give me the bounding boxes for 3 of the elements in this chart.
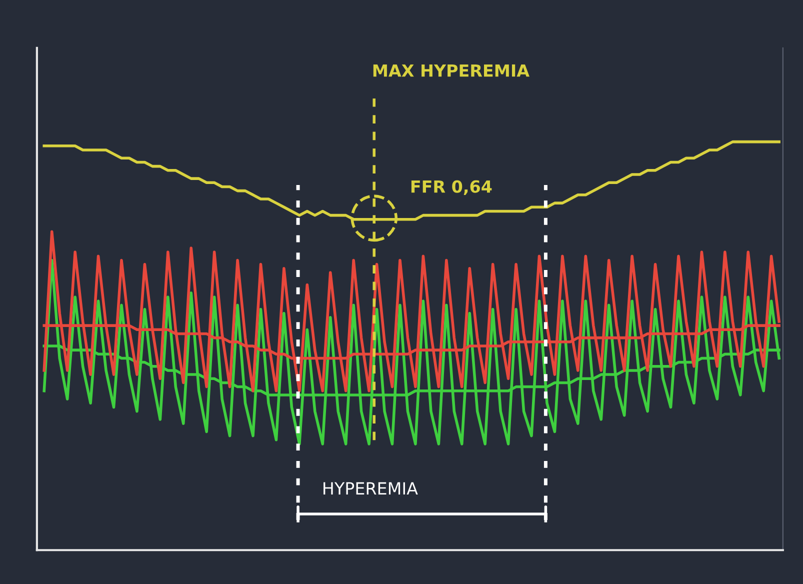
annotation: FFR 0,64: [411, 180, 492, 195]
annotation: HYPEREMIA: [324, 482, 418, 494]
text: MAX HYPEREMIA: [373, 64, 530, 77]
